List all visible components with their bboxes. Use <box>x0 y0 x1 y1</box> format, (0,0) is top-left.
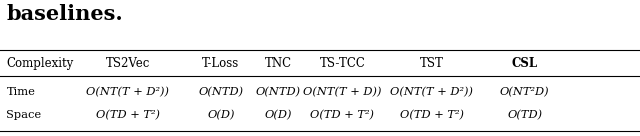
Text: O(NTD): O(NTD) <box>198 87 243 97</box>
Text: O(NT(T + D²)): O(NT(T + D²)) <box>390 87 474 97</box>
Text: TNC: TNC <box>265 57 292 70</box>
Text: O(NT²D): O(NT²D) <box>500 87 550 97</box>
Text: O(D): O(D) <box>207 110 234 120</box>
Text: O(NTD): O(NTD) <box>256 87 301 97</box>
Text: Space: Space <box>6 110 42 120</box>
Text: O(TD): O(TD) <box>508 110 542 120</box>
Text: O(TD + T²): O(TD + T²) <box>96 110 160 120</box>
Text: O(NT(T + D)): O(NT(T + D)) <box>303 87 381 97</box>
Text: O(TD + T²): O(TD + T²) <box>310 110 374 120</box>
Text: TST: TST <box>420 57 444 70</box>
Text: O(TD + T²): O(TD + T²) <box>400 110 464 120</box>
Text: Complexity: Complexity <box>6 57 74 70</box>
Text: baselines.: baselines. <box>6 4 123 24</box>
Text: TS-TCC: TS-TCC <box>319 57 365 70</box>
Text: O(NT(T + D²)): O(NT(T + D²)) <box>86 87 170 97</box>
Text: T-Loss: T-Loss <box>202 57 239 70</box>
Text: Time: Time <box>6 87 35 97</box>
Text: O(D): O(D) <box>265 110 292 120</box>
Text: CSL: CSL <box>512 57 538 70</box>
Text: TS2Vec: TS2Vec <box>106 57 150 70</box>
